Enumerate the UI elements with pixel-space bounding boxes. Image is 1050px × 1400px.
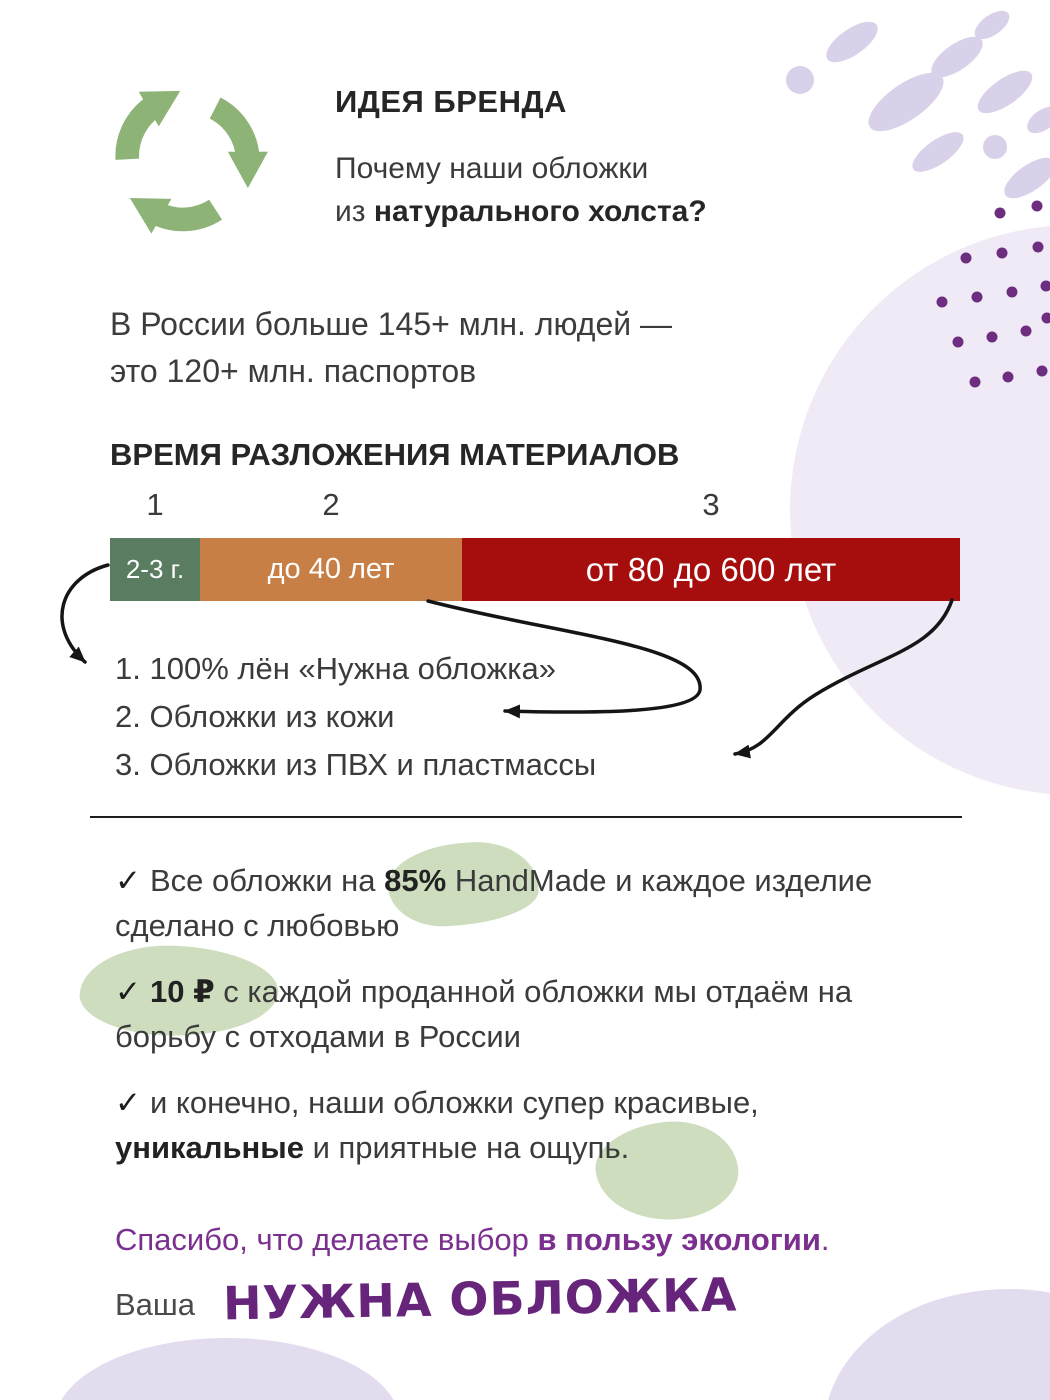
bar-number-1: 1 [146,487,164,522]
brand-question-line1: Почему наши обложки [335,152,649,185]
decomposition-title: ВРЕМЯ РАЗЛОЖЕНИЯ МАТЕРИАЛОВ [110,437,680,472]
bar-segment-leather: до 40 лет [200,538,462,601]
check-icon: ✓ [115,1085,141,1120]
signature-text: Ваша [115,1287,196,1322]
intro-line1: В России больше 145+ млн. людей — [110,306,673,342]
intro-text: В России больше 145+ млн. людей — это 12… [110,301,672,395]
benefits-list: ✓ Все обложки на 85% HandMade и каждое из… [115,858,920,1191]
thanks-text: Спасибо, что делаете выбор в пользу экол… [115,1222,830,1257]
petal-decorations [786,10,1050,199]
bar-segment-plastic: от 80 до 600 лет [462,538,960,601]
decomposition-bar: 2-3 г. до 40 лет от 80 до 600 лет [110,538,960,601]
recycle-icon [115,90,268,234]
brand-question: Почему наши обложки из натурального холс… [335,147,707,233]
benefit-item-handmade: ✓ Все обложки на 85% HandMade и каждое из… [115,863,873,943]
bar-segment-flax: 2-3 г. [110,538,200,601]
brand-logo: НУЖНА ОБЛОЖКА [222,1267,738,1331]
legend-item-1: 1. 100% лён «Нужна обложка» [115,651,557,686]
material-legend: 1. 100% лён «Нужна обложка» 2. Обложки и… [115,645,596,789]
bar-number-2: 2 [322,487,340,522]
benefit-item-beauty: ✓ и конечно, наши обложки супер красивые,… [115,1085,759,1165]
intro-line2: это 120+ млн. паспортов [110,353,477,389]
divider-line [90,816,962,818]
check-icon: ✓ [115,974,141,1009]
signature-row: Ваша НУЖНА ОБЛОЖКА [115,1268,738,1331]
benefit-item-donation: ✓ 10 ₽ с каждой проданной обложки мы отда… [115,974,853,1054]
brand-section-title: ИДЕЯ БРЕНДА [335,84,567,119]
dots-decoration [936,200,1050,388]
check-icon: ✓ [115,863,141,898]
legend-item-3: 3. Обложки из ПВХ и пластмассы [115,747,597,782]
legend-item-2: 2. Обложки из кожи [115,699,395,734]
bar-number-3: 3 [702,487,720,522]
brand-question-line2: из натурального холста? [335,195,707,228]
bar-number-row: 1 2 3 [110,487,960,523]
